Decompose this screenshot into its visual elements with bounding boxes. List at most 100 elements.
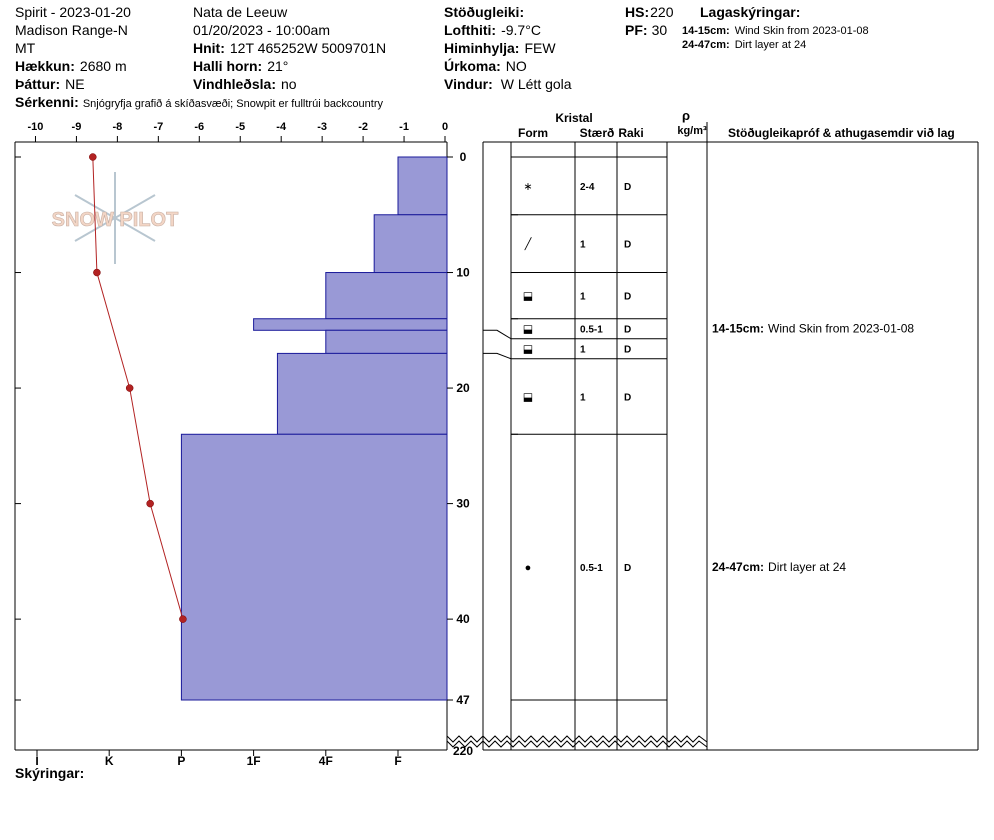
- hardness-tick-label: F: [394, 754, 401, 768]
- hardness-tick-label: 4F: [319, 754, 333, 768]
- value: 21°: [267, 58, 288, 74]
- layer-comment: 14-15cm: Wind Skin from 2023-01-08: [712, 322, 914, 336]
- legend-entry: 24-47cm: Dirt layer at 24: [682, 39, 806, 51]
- hardness-tick-label: P: [177, 754, 185, 768]
- grain-size: 0.5-1: [580, 325, 603, 336]
- wetness: D: [624, 345, 631, 356]
- grain-form: ⬓: [523, 392, 533, 404]
- table-header: Stöðugleikapróf & athugasemdir við lag: [728, 126, 955, 140]
- range: 24-47cm:: [712, 560, 764, 574]
- value: W Létt gola: [501, 76, 572, 92]
- label: Halli horn:: [193, 58, 262, 74]
- table-header: Form: [518, 126, 548, 140]
- hardness-bar: [325, 329, 448, 354]
- hardness-bar: [276, 352, 448, 435]
- grain-size: 1: [580, 345, 586, 356]
- x-tick-label: -5: [235, 121, 245, 133]
- y-tick-label: 47: [456, 693, 470, 707]
- features: Sérkenni: Snjógryfja grafið á skíðasvæði;…: [15, 94, 384, 110]
- layer-comment: 24-47cm: Dirt layer at 24: [712, 560, 846, 574]
- y-tick-label: 20: [456, 381, 470, 395]
- axis-break: [446, 740, 708, 748]
- x-tick-label: 0: [442, 121, 448, 133]
- table-header: kg/m³: [677, 125, 707, 137]
- grain-form: ●: [525, 562, 532, 574]
- range: 14-15cm:: [682, 25, 730, 37]
- text: Dirt layer at 24: [735, 39, 807, 51]
- precip: Úrkoma: NO: [444, 57, 527, 74]
- grain-size: 1: [580, 393, 586, 404]
- label: HS:: [625, 4, 649, 20]
- grain-size: 1: [580, 240, 586, 251]
- x-tick-label: -2: [358, 121, 368, 133]
- table-header: Raki: [618, 126, 643, 140]
- hardness-tick-label: 1F: [247, 754, 261, 768]
- temperature-point: [93, 268, 101, 277]
- sky: Himinhylja: FEW: [444, 40, 556, 56]
- stability: Stöðugleiki:: [444, 4, 524, 20]
- wetness: D: [624, 393, 631, 404]
- value: 220: [650, 4, 674, 20]
- layer-connector: [483, 329, 512, 340]
- label: Þáttur:: [15, 76, 60, 92]
- hardness-bar: [325, 272, 448, 320]
- hardness-bar: [397, 156, 448, 216]
- range: 14-15cm:: [712, 322, 764, 336]
- state: MT: [15, 40, 36, 56]
- value: 30: [652, 22, 668, 38]
- x-tick-label: -6: [194, 121, 204, 133]
- value: NO: [506, 58, 527, 74]
- temperature-point: [89, 153, 97, 161]
- datetime: 01/20/2023 - 10:00am: [193, 22, 330, 38]
- y-tick-label: 30: [456, 497, 470, 511]
- grain-size: 1: [580, 292, 586, 303]
- legend-title: Lagaskýringar:: [700, 4, 800, 20]
- hardness-bar: [373, 214, 448, 274]
- wetness: D: [624, 292, 631, 303]
- logo-text: SNOW PILOT: [52, 209, 179, 231]
- grain-form: ∗: [523, 181, 532, 193]
- temperature-point: [179, 615, 187, 623]
- layer-connector: [483, 352, 512, 360]
- pf: PF: 30: [625, 22, 667, 38]
- value: FEW: [524, 40, 556, 56]
- grain-form: ⬓: [523, 291, 533, 303]
- grain-form: ⬓: [523, 344, 533, 356]
- label: Himinhylja:: [444, 40, 519, 56]
- value: Snjógryfja grafið á skíðasvæði; Snowpit …: [83, 98, 384, 110]
- range: Madison Range-N: [15, 22, 128, 38]
- wind-loading: Vindhleðsla: no: [193, 76, 297, 92]
- observer: Nata de Leeuw: [193, 4, 288, 20]
- label: Hnit:: [193, 40, 225, 56]
- air-temp: Lofthiti: -9.7°C: [444, 22, 541, 38]
- label: Lofthiti:: [444, 22, 496, 38]
- aspect: Þáttur: NE: [15, 76, 85, 92]
- hardness-tick-label: K: [105, 754, 114, 768]
- x-tick-label: -4: [276, 121, 287, 133]
- range: 24-47cm:: [682, 39, 730, 51]
- text: Wind Skin from 2023-01-08: [768, 322, 914, 336]
- wind: Vindur: W Létt gola: [444, 76, 572, 92]
- label: Sérkenni:: [15, 94, 79, 110]
- x-tick-label: -7: [153, 121, 163, 133]
- elevation: Hækkun: 2680 m: [15, 58, 127, 74]
- site: Spirit - 2023-01-20: [15, 4, 131, 20]
- legend-entry: 14-15cm: Wind Skin from 2023-01-08: [682, 25, 869, 37]
- value: 2680 m: [80, 58, 127, 74]
- x-tick-label: -3: [317, 121, 327, 133]
- label: PF:: [625, 22, 648, 38]
- logo: [74, 172, 156, 264]
- footer: Skýringar:: [15, 765, 84, 781]
- grain-size: 2-4: [580, 182, 595, 193]
- y-tick-label: 0: [460, 150, 467, 164]
- label: Úrkoma:: [444, 57, 501, 74]
- y-tick-label: 220: [453, 744, 473, 758]
- slope: Halli horn: 21°: [193, 58, 288, 74]
- wetness: D: [624, 325, 631, 336]
- wetness: D: [624, 182, 631, 193]
- hardness-bar: [180, 433, 448, 701]
- axis-break: [446, 735, 708, 743]
- text: Dirt layer at 24: [768, 560, 846, 574]
